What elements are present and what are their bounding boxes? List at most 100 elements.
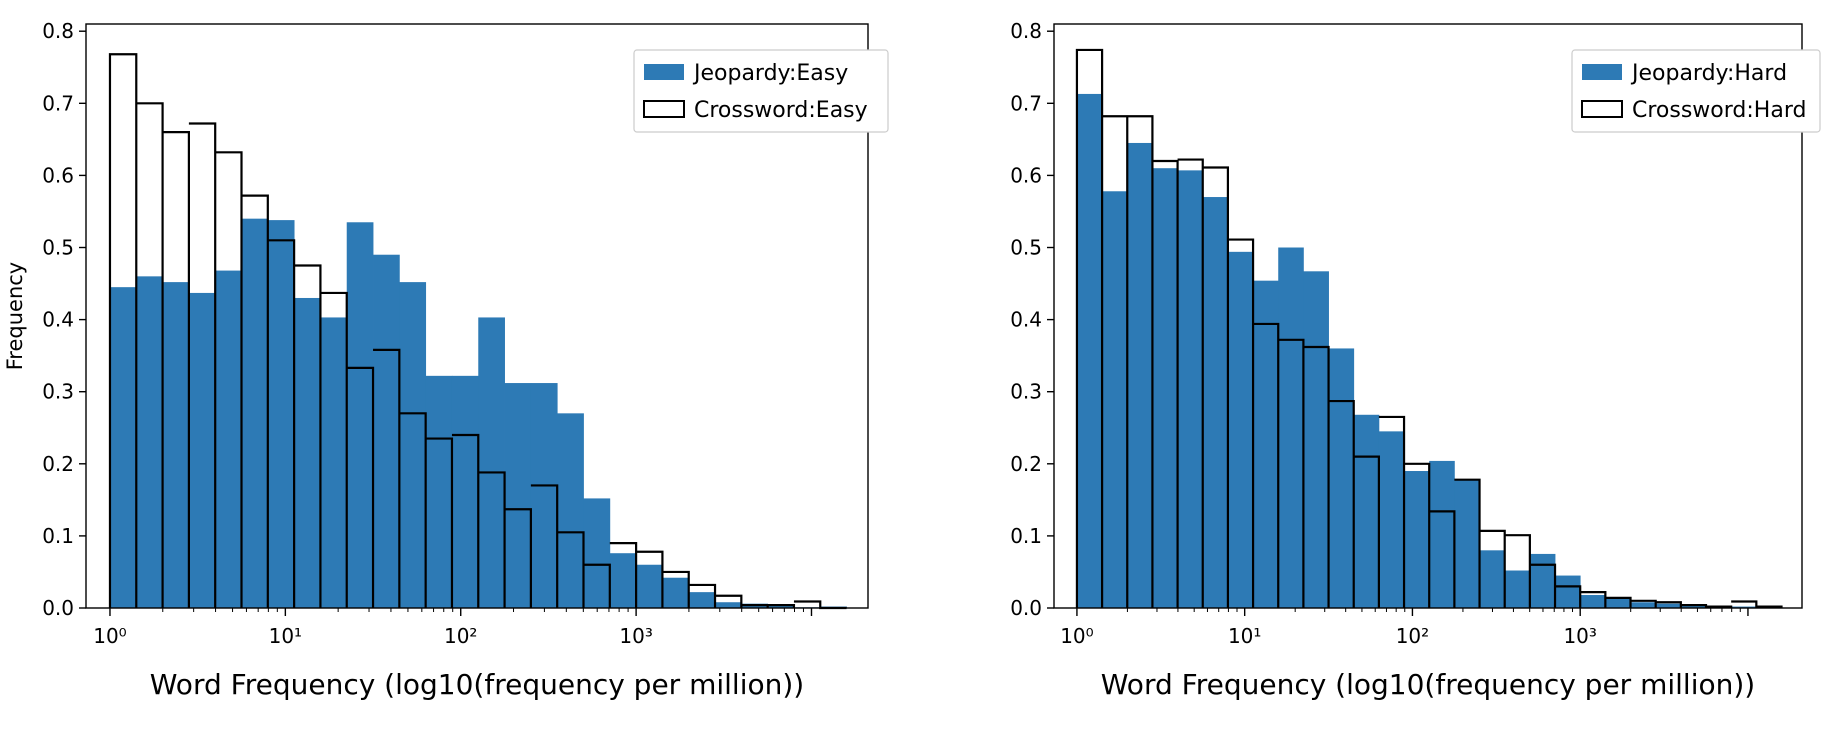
left-y-axis-label: Frequency — [3, 262, 27, 371]
y-tick-label: 0.6 — [42, 163, 74, 187]
x-tick-label: 10³ — [1563, 624, 1596, 648]
jeopardy-bar — [1680, 605, 1707, 608]
jeopardy-bar — [346, 222, 374, 608]
y-tick-label: 0.1 — [1010, 524, 1042, 548]
jeopardy-bar — [583, 498, 611, 608]
left-x-axis: 10⁰ 10¹ 10² 10³ — [93, 608, 813, 648]
jeopardy-bar — [1655, 603, 1682, 608]
jeopardy-bar — [399, 282, 427, 608]
jeopardy-bar — [1555, 575, 1581, 608]
jeopardy-bar — [1278, 247, 1304, 609]
left-chart-panel: 0.0 0.1 0.2 0.3 0.4 0.5 0.6 0.7 0.8 10⁰ 10¹ 10² 10³… — [3, 19, 889, 701]
y-tick-label: 0.7 — [1010, 91, 1042, 115]
y-tick-label: 0.4 — [42, 308, 74, 332]
y-tick-label: 0.8 — [1010, 19, 1042, 43]
y-tick-label: 0.5 — [42, 236, 74, 260]
jeopardy-bar — [1429, 460, 1455, 608]
jeopardy-bar — [478, 317, 505, 608]
jeopardy-bar — [715, 602, 742, 608]
left-legend-swatch-jeopardy — [644, 64, 684, 80]
jeopardy-bar — [162, 282, 190, 608]
jeopardy-bar — [1404, 471, 1430, 608]
x-tick-label: 10² — [1396, 624, 1429, 648]
jeopardy-bar — [557, 413, 584, 608]
jeopardy-bar — [373, 254, 400, 608]
right-legend-label-jeopardy: Jeopardy:Hard — [1630, 61, 1787, 86]
jeopardy-bar — [451, 375, 479, 608]
jeopardy-bar — [662, 577, 690, 608]
right-chart-panel: 0.0 0.1 0.2 0.3 0.4 0.5 0.6 0.7 0.8 10⁰ 10¹ 10² 10³… — [1010, 19, 1821, 701]
right-legend-box — [1571, 49, 1821, 133]
jeopardy-bar — [1202, 197, 1229, 608]
right-legend-swatch-crossword — [1581, 100, 1623, 118]
left-legend-swatch-crossword — [643, 100, 685, 118]
right-legend-swatch-jeopardy — [1582, 64, 1622, 80]
y-tick-label: 0.0 — [42, 596, 74, 620]
jeopardy-bar — [241, 218, 269, 608]
left-legend-box — [633, 49, 889, 133]
left-legend-label-jeopardy: Jeopardy:Easy — [692, 61, 848, 86]
jeopardy-bar — [1580, 595, 1606, 608]
right-legend: Jeopardy:Hard Crossword:Hard — [1571, 49, 1821, 133]
jeopardy-bar — [1529, 553, 1556, 608]
jeopardy-bar — [609, 553, 637, 608]
x-tick-label: 10¹ — [269, 624, 302, 648]
right-y-axis: 0.0 0.1 0.2 0.3 0.4 0.5 0.6 0.7 0.8 — [1010, 19, 1054, 620]
left-axes-frame — [85, 23, 869, 609]
jeopardy-bar — [1630, 602, 1657, 608]
left-legend: Jeopardy:Easy Crossword:Easy — [633, 49, 889, 133]
jeopardy-bar — [1328, 348, 1355, 608]
y-tick-label: 0.7 — [42, 91, 74, 115]
jeopardy-bar — [1454, 479, 1480, 608]
y-tick-label: 0.1 — [42, 524, 74, 548]
y-tick-label: 0.2 — [42, 452, 74, 476]
jeopardy-bar — [320, 317, 348, 608]
jeopardy-bar — [188, 292, 216, 608]
jeopardy-bar — [425, 375, 453, 608]
jeopardy-bar — [1076, 93, 1103, 609]
x-tick-label: 10⁰ — [93, 624, 126, 648]
jeopardy-bar — [1227, 251, 1254, 608]
jeopardy-bar — [1605, 597, 1631, 608]
x-tick-label: 10² — [444, 624, 477, 648]
jeopardy-bar — [1504, 570, 1531, 608]
left-crossword-outline — [108, 53, 847, 610]
jeopardy-bar — [767, 605, 795, 608]
jeopardy-bar — [1253, 280, 1279, 608]
left-x-axis-label: Word Frequency (log10(frequency per mill… — [150, 668, 804, 701]
jeopardy-bar — [294, 297, 321, 608]
x-tick-label: 10³ — [619, 624, 652, 648]
left-jeopardy-bars — [109, 218, 847, 608]
jeopardy-bar — [1303, 271, 1329, 608]
jeopardy-bar — [267, 220, 295, 608]
jeopardy-bar — [530, 383, 558, 608]
jeopardy-bar — [1127, 142, 1153, 609]
jeopardy-bar — [109, 287, 137, 608]
left-y-axis: 0.0 0.1 0.2 0.3 0.4 0.5 0.6 0.7 0.8 — [42, 19, 86, 620]
jeopardy-bar — [636, 564, 663, 608]
y-tick-label: 0.3 — [1010, 380, 1042, 404]
right-x-axis-label: Word Frequency (log10(frequency per mill… — [1101, 668, 1755, 701]
y-tick-label: 0.2 — [1010, 452, 1042, 476]
jeopardy-bar — [215, 270, 242, 608]
jeopardy-bar — [1177, 170, 1204, 609]
right-legend-label-crossword: Crossword:Hard — [1632, 98, 1806, 123]
jeopardy-bar — [1152, 168, 1178, 609]
y-tick-label: 0.3 — [42, 380, 74, 404]
right-crossword-outline — [1075, 48, 1783, 608]
jeopardy-bar — [1378, 431, 1405, 608]
y-tick-label: 0.8 — [42, 19, 74, 43]
jeopardy-bar — [1102, 191, 1128, 608]
jeopardy-bar — [1479, 550, 1506, 608]
jeopardy-bar — [504, 383, 532, 608]
y-tick-label: 0.4 — [1010, 308, 1042, 332]
right-x-axis: 10⁰ 10¹ 10² 10³ — [1060, 608, 1749, 648]
jeopardy-bar — [1731, 606, 1757, 608]
jeopardy-bar — [1353, 414, 1380, 608]
y-tick-label: 0.0 — [1010, 596, 1042, 620]
jeopardy-bar — [136, 276, 163, 608]
y-tick-label: 0.6 — [1010, 163, 1042, 187]
x-tick-label: 10¹ — [1228, 624, 1261, 648]
